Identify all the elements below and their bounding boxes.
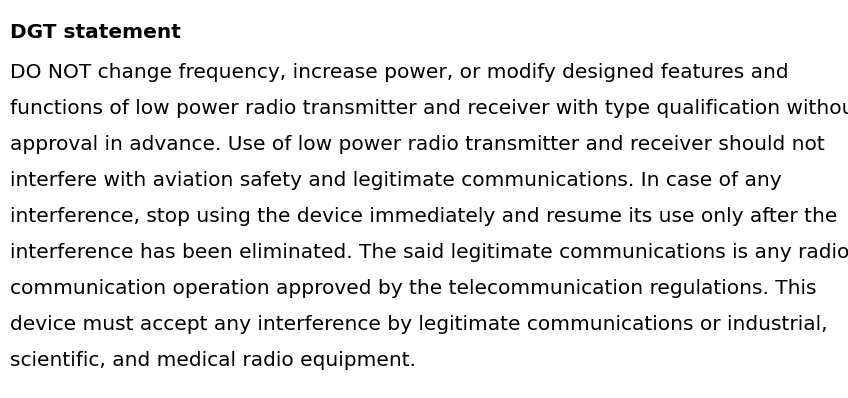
Text: interference, stop using the device immediately and resume its use only after th: interference, stop using the device imme…	[10, 207, 838, 226]
Text: functions of low power radio transmitter and receiver with type qualification wi: functions of low power radio transmitter…	[10, 99, 848, 118]
Text: device must accept any interference by legitimate communications or industrial,: device must accept any interference by l…	[10, 315, 828, 334]
Text: approval in advance. Use of low power radio transmitter and receiver should not: approval in advance. Use of low power ra…	[10, 135, 825, 154]
Text: interference has been eliminated. The said legitimate communications is any radi: interference has been eliminated. The sa…	[10, 243, 848, 262]
Text: communication operation approved by the telecommunication regulations. This: communication operation approved by the …	[10, 279, 817, 298]
Text: DGT statement: DGT statement	[10, 23, 181, 42]
Text: interfere with aviation safety and legitimate communications. In case of any: interfere with aviation safety and legit…	[10, 171, 782, 190]
Text: scientific, and medical radio equipment.: scientific, and medical radio equipment.	[10, 351, 416, 370]
Text: DO NOT change frequency, increase power, or modify designed features and: DO NOT change frequency, increase power,…	[10, 63, 789, 82]
